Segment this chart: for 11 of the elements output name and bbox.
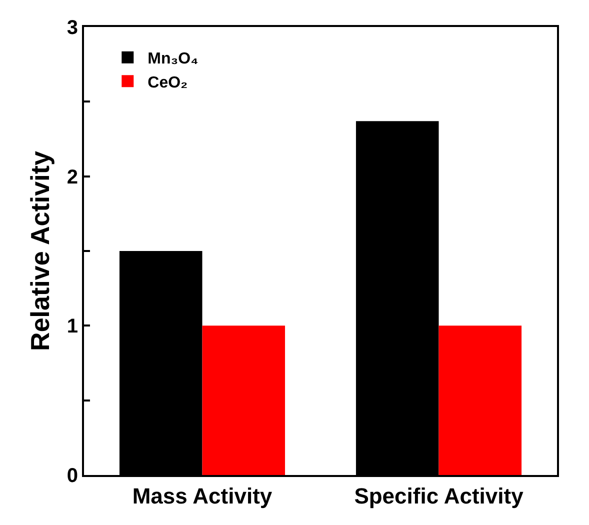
x-tick-label: Specific Activity — [354, 483, 524, 508]
bar — [438, 326, 522, 475]
x-tick-label: Mass Activity — [132, 483, 273, 508]
y-tick-label: 1 — [66, 316, 78, 338]
y-tick-label: 0 — [66, 465, 78, 487]
y-tick-label: 3 — [66, 17, 78, 39]
y-axis-title: Relative Activity — [24, 150, 55, 351]
legend-label: CeO₂ — [148, 74, 188, 92]
y-tick-label: 2 — [66, 166, 78, 188]
bar — [202, 326, 286, 475]
legend-label: Mn₃O₄ — [148, 50, 198, 68]
